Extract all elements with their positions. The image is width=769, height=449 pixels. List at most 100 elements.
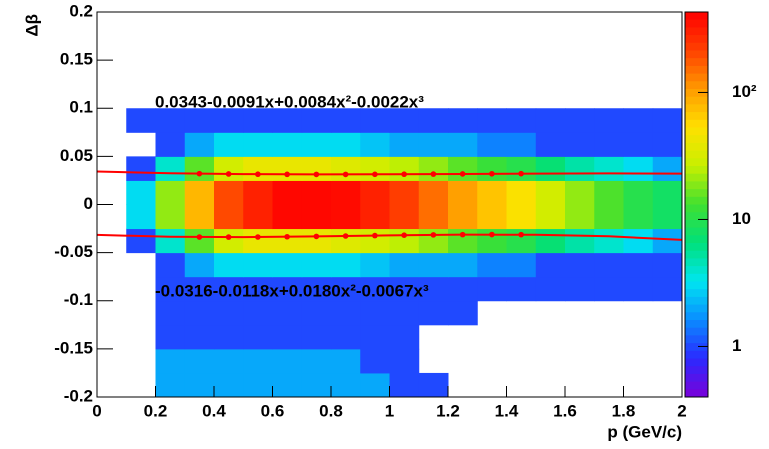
y-tick-label: -0.2 bbox=[64, 386, 93, 405]
annotation: 0.0343-0.0091x+0.0084x²-0.0022x³ bbox=[155, 92, 424, 111]
heat-cell bbox=[184, 156, 215, 181]
heat-cell bbox=[565, 276, 595, 302]
heat-cell bbox=[594, 180, 624, 205]
heat-cell bbox=[272, 276, 303, 302]
heat-cell bbox=[184, 276, 215, 302]
heat-cell bbox=[477, 156, 507, 181]
heat-cell bbox=[360, 372, 390, 398]
colorbar-step bbox=[685, 227, 708, 236]
heat-cell bbox=[155, 252, 186, 278]
heat-cell bbox=[214, 180, 244, 205]
heat-cell bbox=[477, 108, 507, 133]
colorbar-step bbox=[685, 35, 708, 44]
marker bbox=[430, 171, 437, 177]
heat-cell bbox=[214, 204, 244, 230]
heat-cell bbox=[214, 156, 244, 181]
heat-cell bbox=[272, 108, 303, 133]
heat-cell bbox=[565, 252, 595, 278]
colorbar-step bbox=[685, 350, 708, 359]
x-tick-label: 1.4 bbox=[495, 401, 519, 420]
y-axis-label: Δβ bbox=[22, 14, 41, 37]
marker bbox=[401, 232, 407, 239]
heat-cell bbox=[331, 348, 361, 374]
heat-cell bbox=[272, 348, 303, 374]
y-tick-label: -0.05 bbox=[54, 242, 93, 261]
heat-cell bbox=[243, 372, 273, 398]
marker bbox=[459, 231, 466, 238]
annotation: -0.0316-0.0118x+0.0180x²-0.0067x³ bbox=[155, 281, 429, 300]
heat-cell bbox=[184, 228, 215, 254]
heat-cell bbox=[594, 156, 624, 181]
colorbar-step bbox=[685, 335, 708, 344]
heat-cell bbox=[389, 324, 420, 350]
heat-cell bbox=[565, 132, 595, 157]
heat-cell bbox=[418, 300, 449, 326]
heat-cell bbox=[506, 156, 537, 181]
colorbar-step bbox=[685, 281, 708, 290]
heat-cell bbox=[448, 156, 478, 181]
colorbar-step bbox=[685, 189, 708, 198]
heat-cell bbox=[418, 276, 449, 302]
heat-cell bbox=[418, 132, 449, 157]
y-tick-label: -0.15 bbox=[54, 338, 93, 357]
heat-cell bbox=[535, 276, 566, 302]
heat-cell bbox=[535, 156, 566, 181]
heat-cell bbox=[594, 252, 624, 278]
marker bbox=[489, 231, 495, 238]
heat-cell bbox=[301, 108, 332, 133]
heat-cell bbox=[243, 228, 273, 254]
heat-cell bbox=[214, 372, 244, 398]
heat-cell bbox=[243, 300, 273, 326]
heat-cell bbox=[594, 108, 624, 133]
heat-cell bbox=[652, 132, 683, 157]
heat-cell bbox=[272, 132, 303, 157]
heat-cell bbox=[389, 348, 420, 374]
marker bbox=[518, 170, 524, 177]
heat-cell bbox=[360, 108, 390, 133]
heat-cell bbox=[214, 324, 244, 350]
heat-cell bbox=[506, 252, 537, 278]
heat-cell bbox=[243, 156, 273, 181]
heat-cell bbox=[155, 276, 186, 302]
heat-cell bbox=[360, 324, 390, 350]
marker bbox=[284, 171, 290, 178]
heat-cell bbox=[155, 324, 186, 350]
colorbar-step bbox=[685, 289, 708, 298]
heat-cell bbox=[477, 132, 507, 157]
marker bbox=[401, 171, 407, 178]
x-tick-label: 2 bbox=[677, 401, 686, 420]
colorbar-step bbox=[685, 81, 708, 90]
colorbar-step bbox=[685, 273, 708, 282]
x-tick-label: 0.2 bbox=[144, 401, 168, 420]
heat-cell bbox=[652, 252, 683, 278]
marker bbox=[342, 171, 349, 178]
heat-cell bbox=[214, 228, 244, 254]
heat-cell bbox=[535, 252, 566, 278]
heat-cell bbox=[477, 276, 507, 302]
colorbar-step bbox=[685, 327, 708, 336]
heat-cell bbox=[243, 252, 273, 278]
marker bbox=[255, 234, 261, 240]
colorbar-step bbox=[685, 19, 708, 28]
heat-cell bbox=[506, 276, 537, 302]
heat-cell bbox=[506, 204, 537, 230]
heat-cell bbox=[448, 180, 478, 205]
heat-cell bbox=[594, 204, 624, 230]
heat-cell bbox=[214, 132, 244, 157]
heat-cell bbox=[477, 252, 507, 278]
colorbar-step bbox=[685, 266, 708, 275]
heat-cell bbox=[331, 204, 361, 230]
colorbar-step bbox=[685, 142, 708, 152]
colorbar-step bbox=[685, 373, 708, 383]
heat-cell bbox=[652, 276, 683, 302]
heat-cell bbox=[243, 348, 273, 374]
heat-cell bbox=[301, 324, 332, 350]
marker bbox=[313, 171, 320, 178]
heat-cell bbox=[272, 324, 303, 350]
heat-cell bbox=[331, 324, 361, 350]
x-axis-label: p (GeV/c) bbox=[607, 422, 682, 441]
colorbar-step bbox=[685, 119, 708, 128]
colorbar-step bbox=[685, 320, 708, 329]
heat-cell bbox=[652, 156, 683, 181]
colorbar-step bbox=[685, 135, 708, 144]
